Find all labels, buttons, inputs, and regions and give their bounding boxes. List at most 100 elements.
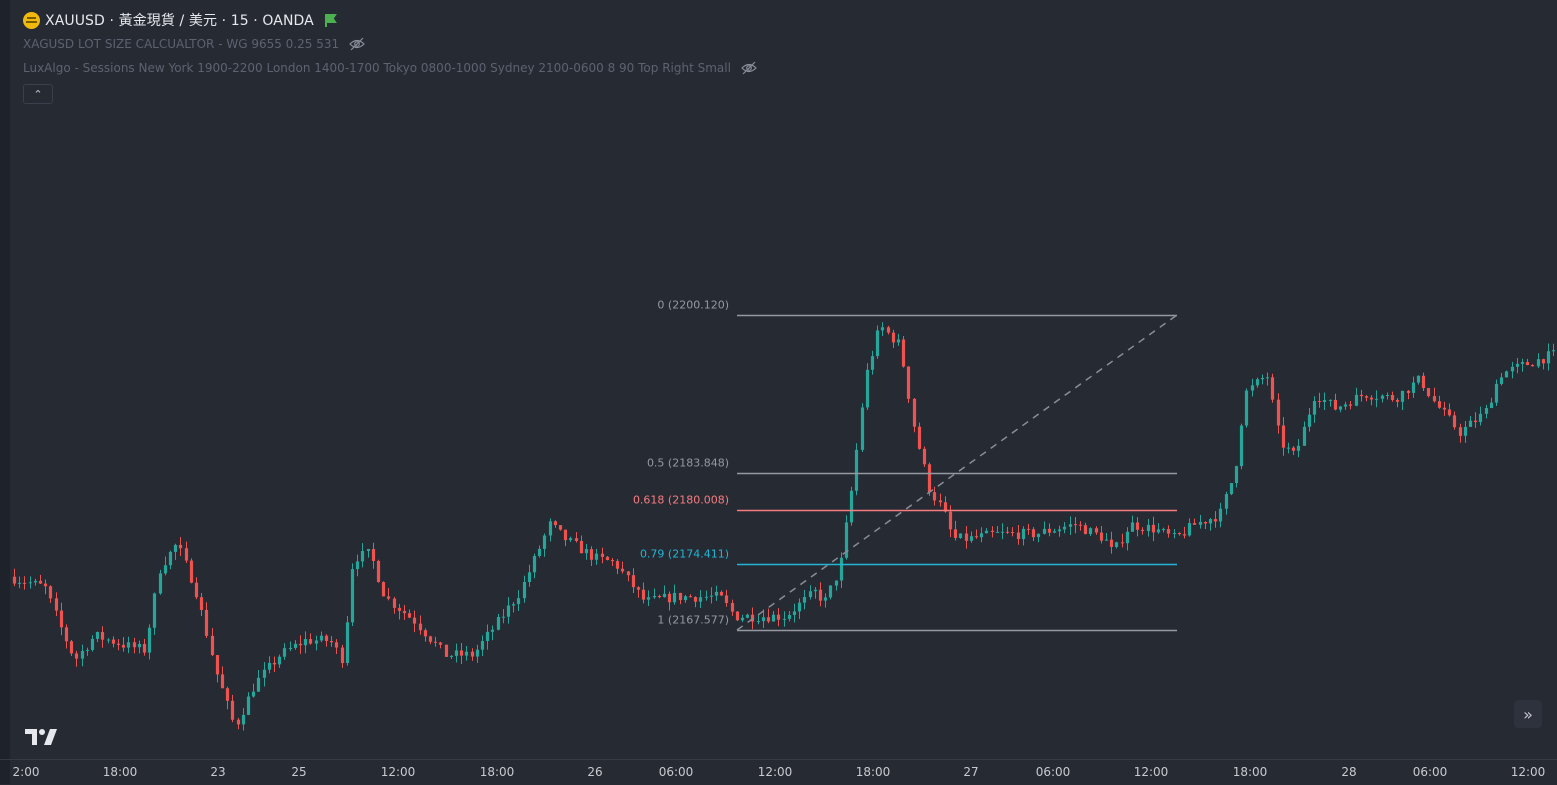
candle-body — [282, 648, 287, 657]
candle-body — [1218, 508, 1223, 522]
indicator-row-lot-size[interactable]: XAGUSD LOT SIZE CALCUALTOR - WG 9655 0.2… — [23, 35, 757, 53]
candle-body — [111, 639, 116, 644]
candle-body — [1229, 483, 1234, 495]
candle-body — [1484, 408, 1489, 414]
candle-body — [1005, 531, 1010, 533]
candle-body — [1265, 377, 1270, 379]
candle-body — [1416, 375, 1421, 383]
candle-body — [558, 525, 563, 530]
candle-body — [839, 557, 844, 581]
candle-body — [516, 598, 521, 605]
candle-body — [672, 592, 677, 603]
candle-body — [470, 651, 475, 657]
candle-body — [1447, 409, 1452, 416]
candle-body — [1260, 377, 1265, 380]
candle-body — [787, 614, 792, 619]
candle-body — [168, 551, 173, 566]
eye-off-icon[interactable] — [741, 61, 757, 75]
candle-body — [719, 591, 724, 596]
candle-body — [350, 569, 355, 623]
time-tick-label: 06:00 — [1412, 765, 1448, 779]
candle-body — [1473, 420, 1478, 423]
candle-body — [1296, 445, 1301, 451]
candle-body — [189, 560, 194, 583]
candle-body — [459, 650, 464, 656]
candle-body — [1551, 350, 1556, 352]
candle-body — [1062, 526, 1067, 530]
candle-body — [345, 622, 350, 664]
candle-body — [823, 597, 828, 601]
candle-body — [730, 602, 735, 612]
candle-body — [745, 614, 750, 618]
symbol-row[interactable]: XAUUSD · 黃金現貨 / 美元 · 15 · OANDA — [23, 10, 757, 30]
candle-body — [38, 580, 43, 584]
candle-body — [584, 549, 589, 554]
tradingview-logo-icon[interactable]: TV — [24, 727, 58, 747]
candle-body — [626, 571, 631, 576]
fib-level-label: 0.79 (2174.411) — [640, 548, 729, 561]
candle-body — [152, 593, 157, 628]
candle-body — [376, 560, 381, 583]
candle-body — [230, 700, 235, 720]
candle-body — [1395, 400, 1400, 402]
candle-body — [220, 674, 225, 689]
candle-body — [828, 585, 833, 598]
candle-body — [709, 595, 714, 597]
candle-body — [1161, 529, 1166, 531]
candle-body — [100, 632, 105, 640]
candle-body — [886, 327, 891, 333]
candle-body — [1031, 529, 1036, 538]
candle-body — [1016, 532, 1021, 540]
candle-body — [1151, 524, 1156, 533]
price-chart[interactable]: 0 (2200.120) 0.5 (2183.848) 0.618 (2180.00… — [0, 0, 1557, 759]
candle-body — [1052, 531, 1057, 533]
candle-body — [277, 656, 282, 665]
candle-body — [1504, 371, 1509, 378]
candle-body — [1463, 426, 1468, 436]
candle-body — [808, 591, 813, 598]
indicator-label: XAGUSD LOT SIZE CALCUALTOR - WG 9655 0.2… — [23, 37, 340, 51]
candle-body — [210, 635, 215, 656]
candle-body — [1442, 407, 1447, 410]
candle-body — [334, 642, 339, 648]
symbol-logo-icon — [23, 11, 40, 29]
candle-body — [490, 629, 495, 632]
candle-body — [1021, 528, 1026, 540]
time-tick-label: 12:00 — [1133, 765, 1169, 779]
candle-body — [938, 500, 943, 503]
collapse-legend-button[interactable]: ⌃ — [23, 84, 53, 104]
candle-body — [641, 589, 646, 600]
candle-body — [740, 617, 745, 621]
fib-trend-line — [736, 314, 1178, 631]
candle-body — [1478, 413, 1483, 423]
candle-body — [636, 587, 641, 590]
time-axis[interactable]: 2:00 18:00 23 25 12:00 18:00 26 06:00 12:00 18:00… — [0, 759, 1557, 785]
candle-body — [901, 339, 906, 367]
candle-body — [90, 638, 95, 650]
candle-body — [449, 655, 454, 657]
candle-body — [927, 464, 932, 493]
candle-body — [1114, 542, 1119, 547]
candle-body — [1302, 426, 1307, 446]
candle-body — [438, 642, 443, 645]
candle-body — [943, 502, 948, 512]
candle-body — [1073, 524, 1078, 526]
candle-body — [106, 639, 111, 641]
indicator-row-sessions[interactable]: LuxAlgo - Sessions New York 1900-2200 Lo… — [23, 59, 757, 77]
time-tick-label: 18:00 — [855, 765, 891, 779]
candle-body — [813, 589, 818, 592]
candle-body — [1140, 529, 1145, 532]
candle-body — [1239, 425, 1244, 467]
candle-body — [17, 582, 22, 584]
candle-body — [1130, 522, 1135, 532]
eye-off-icon[interactable] — [349, 37, 365, 51]
flag-icon[interactable] — [324, 14, 337, 27]
scroll-to-realtime-button[interactable]: » — [1514, 700, 1542, 728]
candle-body — [397, 607, 402, 611]
candle-body — [116, 643, 121, 645]
time-tick-label: 18:00 — [479, 765, 515, 779]
candle-body — [1411, 382, 1416, 393]
candle-body — [610, 560, 615, 562]
candle-body — [553, 521, 558, 526]
symbol-title[interactable]: XAUUSD · 黃金現貨 / 美元 · 15 · OANDA — [45, 13, 314, 29]
